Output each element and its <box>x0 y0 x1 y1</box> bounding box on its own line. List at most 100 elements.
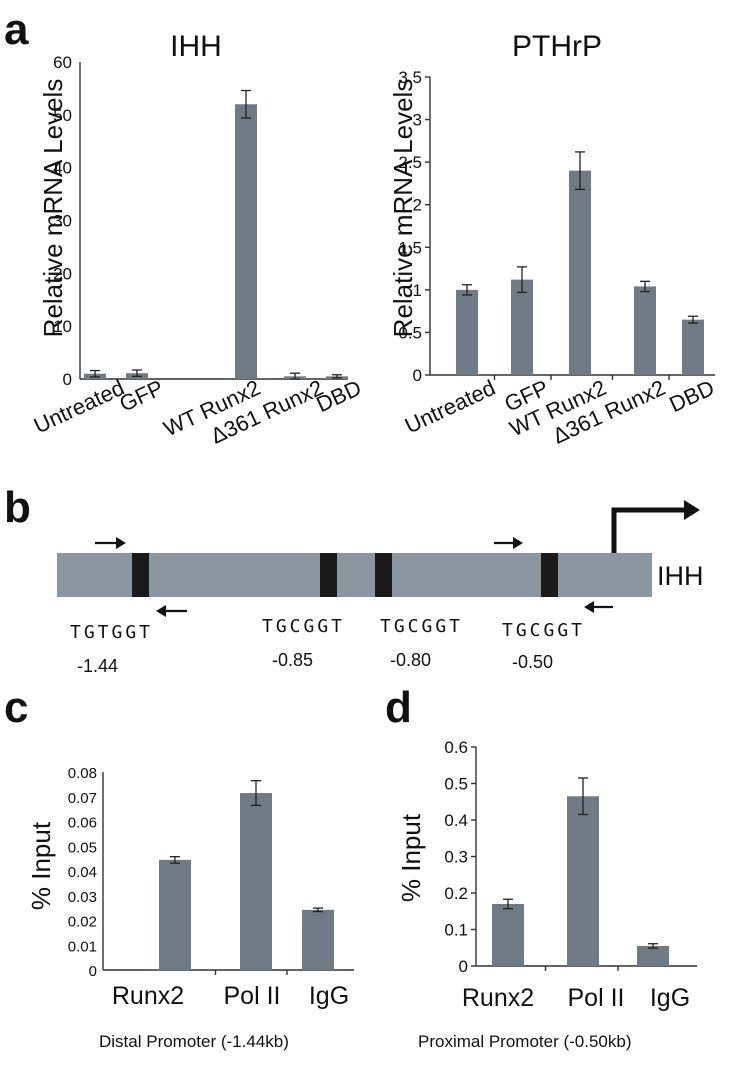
proximal-bar <box>492 903 524 966</box>
distal-error-bar <box>313 907 323 913</box>
distal-ytick-label: 0.01 <box>68 938 97 955</box>
primer-arrow-forward-proximal <box>494 537 523 549</box>
ihh-ytick-label: 50 <box>53 106 72 125</box>
primer-arrow-reverse-proximal <box>584 601 613 613</box>
proximal-ytick-label: 0 <box>459 957 468 976</box>
proximal-ylabel: % Input <box>396 813 426 902</box>
distal-bar <box>240 793 272 970</box>
ihh-error-bar <box>290 372 300 380</box>
panel-letter-c: c <box>4 683 28 732</box>
ihh-error-bar <box>132 369 142 378</box>
pthrp-bar <box>511 279 533 375</box>
ihh-ytick-label: 0 <box>63 370 72 389</box>
distal-ytick-label: 0.03 <box>68 889 97 906</box>
ihh-error-bar <box>332 374 342 379</box>
ihh-chart: IHH Relative mRNA Levels 0 10 20 30 40 50 60 Untr… <box>30 30 365 449</box>
proximal-ytick-label: 0.5 <box>444 775 468 794</box>
ihh-error-bar <box>241 89 251 119</box>
pthrp-ytick-label: 3.5 <box>398 68 422 87</box>
pthrp-ytick-label: 2.5 <box>398 153 422 172</box>
proximal-category-label: Pol II <box>568 984 625 1012</box>
ihh-category-label: DBD <box>312 375 365 417</box>
distal-ylabel: % Input <box>26 821 56 910</box>
binding-site-2 <box>320 553 337 597</box>
pthrp-error-bar <box>688 315 698 324</box>
proximal-ytick-label: 0.6 <box>444 738 468 757</box>
distal-ytick-label: 0.02 <box>68 914 97 931</box>
pthrp-ytick-label: 0 <box>413 366 422 385</box>
distal-error-bar <box>170 855 180 864</box>
site-motif-3: TGCGGT <box>380 616 463 637</box>
ihh-ytick-label: 40 <box>53 159 72 178</box>
distal-ytick-label: 0.07 <box>68 790 97 807</box>
pthrp-ytick-label: 0.5 <box>398 323 422 342</box>
distal-ytick-label: 0.06 <box>68 815 97 832</box>
proximal-caption: Proximal Promoter (-0.50kb) <box>418 1032 632 1051</box>
pthrp-chart: PTHrP Relative mRNA Levels 0 0.5 1 1.5 2 2.5 3 3.… <box>388 30 718 449</box>
ihh-ytick-label: 10 <box>53 317 72 336</box>
proximal-error-bar <box>648 943 658 949</box>
panel-letter-b: b <box>4 483 31 532</box>
ihh-ytick-label: 30 <box>53 212 72 231</box>
binding-site-4 <box>541 553 558 597</box>
ihh-category-label: GFP <box>116 375 168 417</box>
gene-label: IHH <box>657 561 704 591</box>
site-motif-2: TGCGGT <box>262 616 345 637</box>
promoter-diagram: IHH TGTGGT -1.44 TGCGGT -0.85 TGCGGT -0.… <box>57 500 704 676</box>
site-motif-4: TGCGGT <box>502 620 585 641</box>
ihh-error-bar <box>90 369 100 378</box>
distal-bar <box>302 909 334 970</box>
distal-caption: Distal Promoter (-1.44kb) <box>99 1032 289 1051</box>
pthrp-error-bar <box>575 151 585 191</box>
pthrp-bar <box>569 170 591 375</box>
site-position-1: -1.44 <box>77 656 118 676</box>
pthrp-ytick-label: 2 <box>413 196 422 215</box>
ihh-title: IHH <box>170 30 222 63</box>
ihh-ylabel: Relative mRNA Levels <box>38 79 68 338</box>
distal-error-bar <box>251 780 261 807</box>
site-position-3: -0.80 <box>390 650 431 670</box>
proximal-error-bar <box>503 898 513 910</box>
pthrp-ytick-label: 1.5 <box>398 238 422 257</box>
distal-ytick-label: 0.08 <box>68 765 97 782</box>
pthrp-title: PTHrP <box>512 30 602 63</box>
distal-ytick-label: 0.05 <box>68 839 97 856</box>
distal-ytick-label: 0 <box>89 963 97 980</box>
transcription-start-arrowhead <box>684 500 700 520</box>
site-position-4: -0.50 <box>512 652 553 672</box>
proximal-category-label: IgG <box>650 984 690 1012</box>
pthrp-bar <box>634 286 656 375</box>
primer-arrow-reverse-distal <box>156 605 187 617</box>
distal-promoter-chart: % Input 0 0.01 0.02 0.03 0.04 0.05 0.06 0.07 0.08… <box>26 765 354 1051</box>
proximal-error-bar <box>578 777 588 816</box>
proximal-ytick-label: 0.1 <box>444 921 468 940</box>
site-motif-1: TGTGGT <box>70 622 153 643</box>
proximal-ytick-label: 0.4 <box>444 811 468 830</box>
pthrp-category-label: DBD <box>665 375 718 417</box>
pthrp-bar <box>682 319 704 375</box>
pthrp-ytick-label: 3 <box>413 111 422 130</box>
panel-letter-a: a <box>4 5 29 54</box>
pthrp-error-bar <box>462 284 472 296</box>
panel-letter-d: d <box>385 683 412 732</box>
primer-arrow-forward-distal <box>95 537 126 549</box>
proximal-promoter-chart: % Input 0 0.1 0.2 0.3 0.4 0.5 0.6 Runx2 Pol II IgG… <box>396 738 697 1051</box>
ihh-category-label: Untreated <box>30 375 128 438</box>
pthrp-error-bar <box>517 266 527 294</box>
ihh-bar <box>235 104 257 380</box>
proximal-category-label: Runx2 <box>462 984 534 1012</box>
proximal-ytick-label: 0.3 <box>444 848 468 867</box>
pthrp-ytick-label: 1 <box>413 281 422 300</box>
binding-site-1 <box>132 553 149 597</box>
ihh-ytick-label: 60 <box>53 53 72 72</box>
proximal-bar <box>637 945 669 966</box>
pthrp-bar <box>456 289 478 375</box>
distal-ytick-label: 0.04 <box>68 864 97 881</box>
distal-category-label: Runx2 <box>112 982 184 1010</box>
distal-category-label: Pol II <box>224 982 281 1010</box>
proximal-ytick-label: 0.2 <box>444 884 468 903</box>
pthrp-error-bar <box>640 280 650 293</box>
binding-site-3 <box>375 553 392 597</box>
ihh-ytick-label: 20 <box>53 264 72 283</box>
